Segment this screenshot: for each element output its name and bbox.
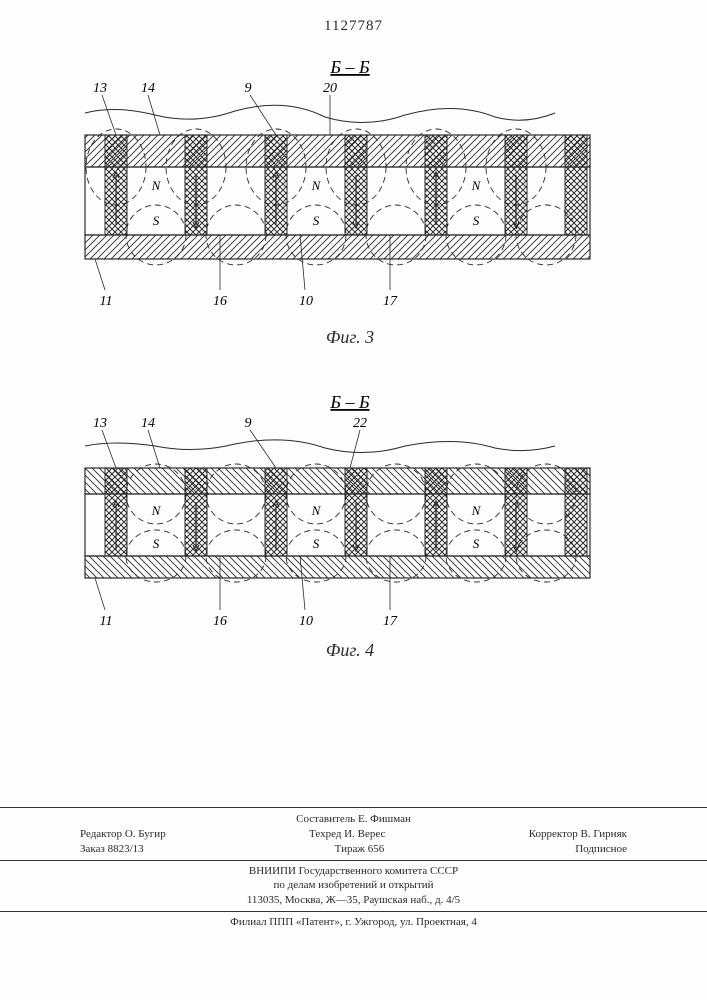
caption-fig4: Фиг. 4	[326, 640, 374, 661]
svg-text:N: N	[311, 503, 322, 518]
svg-text:9: 9	[245, 416, 252, 431]
svg-text:S: S	[473, 213, 480, 228]
svg-text:N: N	[151, 178, 162, 193]
svg-text:17: 17	[383, 294, 398, 309]
svg-text:N: N	[471, 178, 482, 193]
svg-text:N: N	[311, 178, 322, 193]
section-label-3: Б – Б	[329, 57, 370, 77]
svg-text:16: 16	[213, 614, 227, 629]
svg-text:11: 11	[100, 614, 113, 629]
svg-text:10: 10	[299, 294, 313, 309]
svg-text:S: S	[153, 536, 160, 551]
svg-text:20: 20	[323, 81, 337, 96]
svg-text:9: 9	[245, 81, 252, 96]
svg-text:N: N	[151, 503, 162, 518]
svg-text:S: S	[313, 213, 320, 228]
svg-text:13: 13	[93, 416, 107, 431]
section-label-4: Б – Б	[329, 392, 370, 412]
svg-text:S: S	[473, 536, 480, 551]
svg-text:N: N	[471, 503, 482, 518]
svg-text:16: 16	[213, 294, 227, 309]
svg-text:14: 14	[141, 416, 155, 431]
svg-text:S: S	[153, 213, 160, 228]
svg-text:S: S	[313, 536, 320, 551]
svg-text:22: 22	[353, 416, 367, 431]
svg-text:10: 10	[299, 614, 313, 629]
colophon: Составитель Е. Фишман Редактор О. Бугир …	[0, 807, 707, 930]
figure-4: Б – Б N S N S N S 13 14 9 22 11 16 10 17	[70, 390, 630, 640]
patent-number: 1127787	[324, 18, 383, 35]
svg-text:17: 17	[383, 614, 398, 629]
figure-3: Б – Б N S N S N S 13 14 9 20 11	[70, 55, 630, 315]
svg-text:13: 13	[93, 81, 107, 96]
caption-fig3: Фиг. 3	[326, 327, 374, 348]
svg-text:11: 11	[100, 294, 113, 309]
svg-text:14: 14	[141, 81, 155, 96]
